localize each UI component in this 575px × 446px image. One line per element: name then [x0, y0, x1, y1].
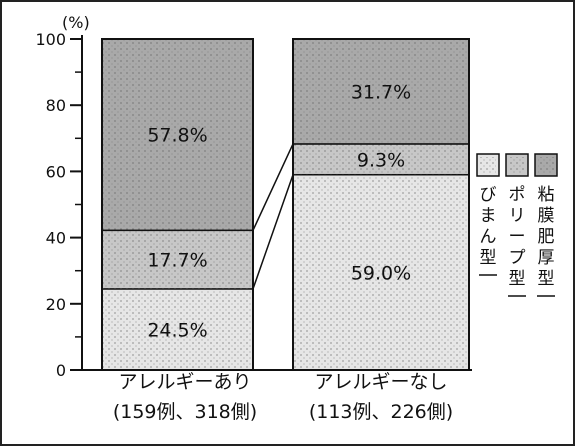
legend-label-char: び — [480, 185, 497, 205]
category-label-0-line2: (159例、318側) — [113, 401, 257, 423]
data-label: 31.7% — [351, 81, 411, 103]
y-tick-label: 0 — [56, 361, 66, 380]
legend-label-char: リ — [509, 206, 526, 226]
bar-segment-texture — [102, 230, 253, 289]
legend-label-char: 型 — [538, 269, 555, 289]
legend-label-char: 型 — [480, 248, 497, 268]
legend-label-char: 厚 — [538, 248, 555, 268]
legend-label-char: ん — [480, 227, 497, 247]
bar-segment-texture — [293, 39, 469, 144]
connector-line — [252, 174, 294, 290]
category-label-1-line1: アレルギーなし — [314, 371, 447, 393]
y-unit-label: (%) — [62, 13, 90, 32]
data-label: 24.5% — [147, 319, 207, 341]
y-tick-label: 20 — [46, 295, 66, 314]
legend-label-char: 粘 — [538, 185, 555, 205]
category-label-1-line2: (113例、226側) — [309, 401, 453, 423]
data-label: 9.3% — [357, 149, 405, 171]
data-label: 59.0% — [351, 262, 411, 284]
data-label: 57.8% — [147, 125, 207, 147]
legend-label-char: ー — [509, 227, 526, 247]
legend-label-char: 型 — [509, 269, 526, 289]
legend-label-char: 膜 — [538, 206, 555, 226]
bar-segment-texture — [293, 143, 469, 175]
bar-segment-texture — [293, 174, 469, 370]
data-label: 17.7% — [147, 250, 207, 272]
y-tick-label: 80 — [46, 96, 66, 115]
category-label-0-line1: アレルギーあり — [118, 371, 251, 393]
legend-swatch-texture — [480, 157, 496, 173]
y-tick-label: 40 — [46, 229, 66, 248]
legend-label-char: ま — [480, 206, 497, 226]
bar-segment-texture — [102, 39, 253, 231]
legend-label-char: 肥 — [538, 227, 555, 247]
legend-label-char: プ — [509, 248, 526, 268]
bar-segment-texture — [102, 288, 253, 370]
legend-swatch-texture — [538, 157, 554, 173]
connector-line — [252, 143, 294, 231]
legend-swatch-texture — [509, 157, 525, 173]
y-tick-label: 100 — [35, 30, 66, 49]
y-tick-label: 60 — [46, 162, 66, 181]
legend-label-char: ポ — [509, 185, 526, 205]
